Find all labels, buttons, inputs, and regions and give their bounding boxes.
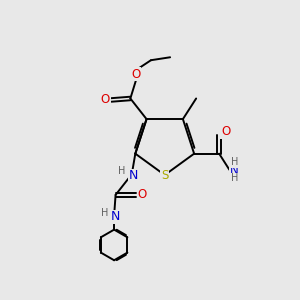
Text: N: N: [111, 211, 120, 224]
Text: O: O: [221, 125, 230, 138]
Text: H: H: [101, 208, 108, 218]
Text: H: H: [231, 173, 238, 183]
Text: N: N: [129, 169, 138, 182]
Text: H: H: [118, 166, 125, 176]
Text: O: O: [131, 68, 140, 80]
Text: O: O: [137, 188, 147, 201]
Text: S: S: [161, 169, 168, 182]
Text: N: N: [230, 164, 239, 177]
Text: H: H: [231, 158, 238, 167]
Text: O: O: [101, 94, 110, 106]
